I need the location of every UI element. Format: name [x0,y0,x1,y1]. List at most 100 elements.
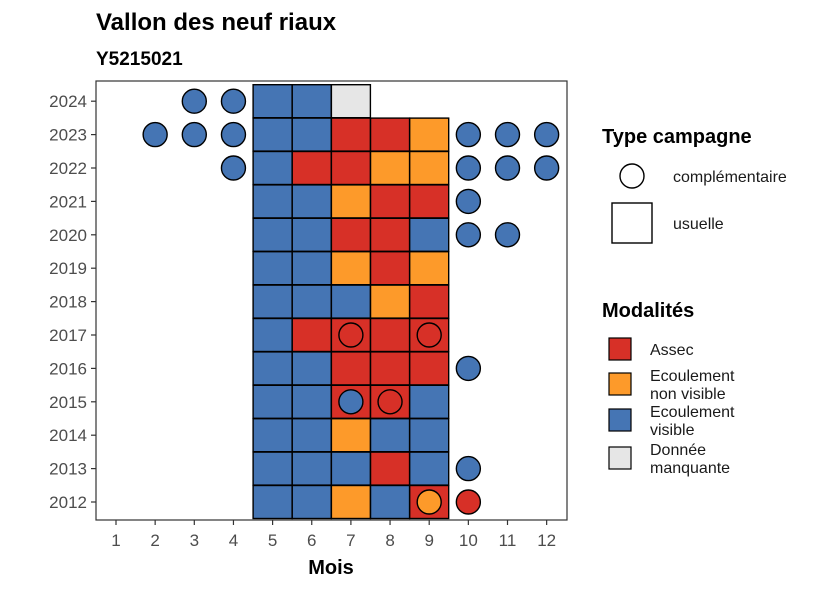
x-tick-label: 5 [268,531,277,550]
tile-usuelle [252,184,293,219]
tile-usuelle [291,250,332,286]
point-complementaire [455,155,482,181]
legend-label-modalite: manquante [650,460,730,477]
tile-usuelle [252,83,293,119]
x-tick-label: 11 [499,531,517,550]
legend-key-modalite [608,408,632,432]
point-complementaire [142,121,168,148]
y-tick-label: 2018 [49,293,87,312]
tile-usuelle [330,184,372,219]
x-tick-label: 1 [111,531,120,550]
x-tick-label: 9 [424,531,433,550]
legend-label-modalite: Donnée [650,442,706,459]
tile-usuelle [369,184,411,219]
tile-usuelle [291,217,332,253]
chart-title: Vallon des neuf riaux [96,9,337,36]
tile-usuelle [330,217,372,253]
y-tick-label: 2024 [49,92,87,111]
tile-usuelle [409,451,450,486]
point-complementaire [220,121,247,148]
y-tick-label: 2021 [49,192,87,211]
tile-usuelle [409,117,450,152]
tile-usuelle [252,284,293,319]
legend-title-modalites: Modalités [602,300,694,322]
tile-usuelle [369,317,411,353]
tile-usuelle [291,418,332,453]
tile-usuelle [409,217,450,253]
x-tick-label: 3 [190,531,199,550]
tile-usuelle [252,250,293,286]
tile-usuelle [252,217,293,253]
point-complementaire [494,222,521,248]
point-complementaire [455,455,482,482]
point-complementaire [494,121,521,148]
tile-usuelle [291,284,332,319]
y-tick-label: 2017 [49,326,87,345]
legend: Type campagne complémentaire usuelle Modali… [602,126,787,477]
x-axis-title: Mois [308,557,354,579]
point-complementaire [377,389,403,415]
legend-label-type: complémentaire [673,169,787,186]
y-tick-label: 2014 [49,426,87,445]
tile-usuelle [369,418,411,453]
point-complementaire [455,188,482,215]
tile-usuelle [252,484,293,520]
tile-usuelle [291,451,332,486]
tile-usuelle [330,150,372,186]
tile-usuelle [252,451,293,486]
tile-usuelle [409,384,450,419]
tile-usuelle [291,150,332,186]
x-tick-label: 2 [150,531,159,550]
point-complementaire [338,389,364,415]
tile-usuelle [330,484,372,520]
tile-usuelle [409,250,450,286]
tile-usuelle [369,451,411,486]
tile-usuelle [252,384,293,419]
legend-label-type: usuelle [673,216,724,233]
point-complementaire [533,155,560,181]
tile-usuelle [409,351,450,386]
tile-usuelle [330,284,372,319]
tile-usuelle [330,451,372,486]
legend-key-modalite [608,372,632,396]
legend-label-modalite: Ecoulement [650,368,735,385]
point-complementaire [455,355,482,382]
x-tick-label: 6 [307,531,316,550]
tile-usuelle [409,284,450,319]
tile-usuelle [369,150,411,186]
tile-usuelle [369,351,411,386]
legend-title-type: Type campagne [602,126,752,148]
tile-usuelle [369,284,411,319]
tile-usuelle [409,184,450,219]
y-tick-label: 2023 [49,126,87,145]
point-complementaire [416,489,442,515]
tile-usuelle [409,150,450,186]
point-complementaire [455,222,482,248]
x-tick-label: 12 [537,531,556,550]
tile-usuelle [330,418,372,453]
tile-usuelle [252,117,293,152]
tile-usuelle [252,150,293,186]
x-tick-label: 10 [459,531,478,550]
tile-usuelle [369,250,411,286]
legend-key-modalite [608,337,632,361]
point-complementaire [220,88,247,114]
x-tick-label: 8 [385,531,394,550]
tile-usuelle [330,83,372,119]
point-complementaire [416,322,442,348]
y-tick-label: 2022 [49,159,87,178]
legend-key-square [611,202,653,244]
tile-usuelle [252,418,293,453]
tile-usuelle [291,384,332,419]
tile-usuelle [291,484,332,520]
tile-usuelle [369,117,411,152]
legend-key-circle [619,163,645,189]
point-complementaire [338,322,364,348]
y-tick-label: 2019 [49,259,87,278]
y-tick-label: 2012 [49,493,87,512]
tile-usuelle [291,83,332,119]
point-complementaire [533,121,560,148]
y-tick-label: 2015 [49,393,87,412]
plot-border [95,80,568,521]
